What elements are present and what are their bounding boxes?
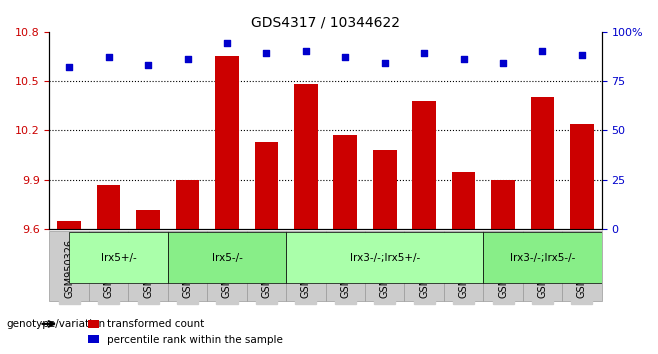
Point	[576, 52, 587, 58]
Point	[64, 64, 74, 70]
Bar	[452, 172, 476, 229]
Point	[498, 61, 509, 66]
FancyBboxPatch shape	[365, 232, 405, 301]
Point	[261, 51, 272, 56]
Bar	[492, 180, 515, 229]
FancyBboxPatch shape	[128, 232, 168, 301]
Bar	[413, 101, 436, 229]
Point	[537, 48, 547, 54]
FancyBboxPatch shape	[405, 232, 444, 301]
Text: lrx5-/-: lrx5-/-	[211, 253, 242, 263]
Bar	[215, 56, 239, 229]
Bar	[294, 84, 318, 229]
Point	[301, 48, 311, 54]
FancyBboxPatch shape	[444, 232, 484, 301]
Text: genotype/variation: genotype/variation	[7, 319, 106, 329]
Title: GDS4317 / 10344622: GDS4317 / 10344622	[251, 15, 400, 29]
Bar	[176, 180, 199, 229]
Bar	[570, 124, 594, 229]
FancyBboxPatch shape	[69, 232, 168, 283]
FancyBboxPatch shape	[247, 232, 286, 301]
Text: lrx3-/-;lrx5-/-: lrx3-/-;lrx5-/-	[510, 253, 575, 263]
Bar	[334, 136, 357, 229]
Bar	[530, 97, 554, 229]
FancyBboxPatch shape	[89, 232, 128, 301]
Point	[222, 41, 232, 46]
Point	[380, 61, 390, 66]
FancyBboxPatch shape	[286, 232, 484, 283]
FancyBboxPatch shape	[49, 232, 89, 301]
Bar	[57, 221, 81, 229]
FancyBboxPatch shape	[168, 232, 286, 283]
FancyBboxPatch shape	[484, 232, 601, 283]
Point	[340, 55, 351, 60]
FancyBboxPatch shape	[562, 232, 601, 301]
FancyBboxPatch shape	[168, 232, 207, 301]
Bar	[373, 150, 397, 229]
FancyBboxPatch shape	[522, 232, 562, 301]
FancyBboxPatch shape	[207, 232, 247, 301]
Text: lrx5+/-: lrx5+/-	[101, 253, 136, 263]
Legend: transformed count, percentile rank within the sample: transformed count, percentile rank withi…	[84, 315, 287, 349]
Bar	[97, 185, 120, 229]
FancyBboxPatch shape	[286, 232, 326, 301]
FancyBboxPatch shape	[326, 232, 365, 301]
FancyBboxPatch shape	[484, 232, 522, 301]
Point	[182, 56, 193, 62]
Point	[103, 55, 114, 60]
Point	[419, 51, 430, 56]
Point	[459, 56, 469, 62]
Bar	[136, 210, 160, 229]
Point	[143, 62, 153, 68]
Bar	[255, 142, 278, 229]
Text: lrx3-/-;lrx5+/-: lrx3-/-;lrx5+/-	[349, 253, 420, 263]
